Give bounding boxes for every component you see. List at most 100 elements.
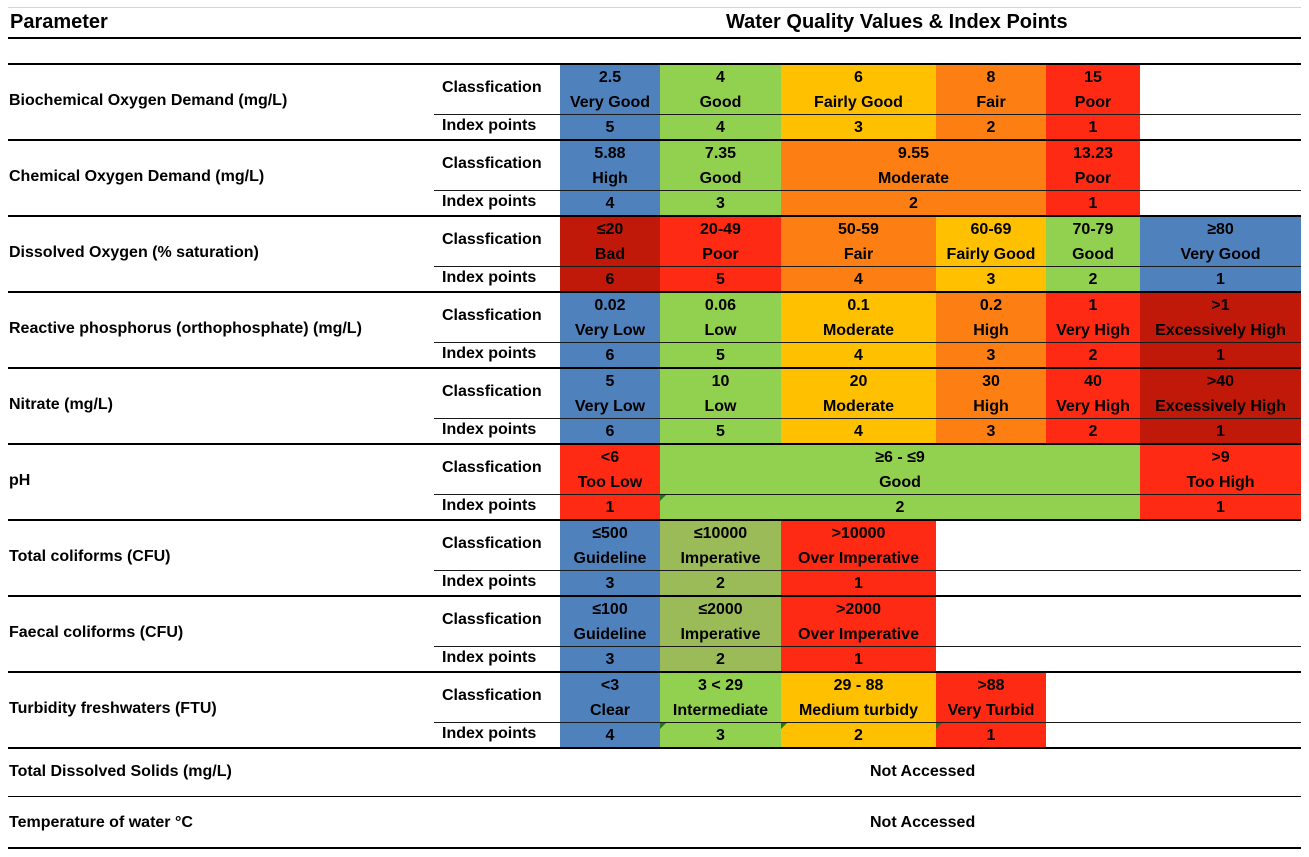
index-points-cell: 6: [560, 419, 660, 444]
index-points-cell: 2: [781, 723, 936, 748]
classification-cell: 1 Very High: [1046, 293, 1140, 342]
index-points-cell: 5: [660, 419, 781, 444]
threshold-value: <3: [600, 677, 620, 694]
class-label: Excessively High: [1155, 322, 1286, 339]
threshold-value: >40: [1206, 373, 1235, 390]
class-label: Imperative: [680, 626, 761, 643]
class-label: Very High: [1056, 322, 1130, 339]
parameter-name: Biochemical Oxygen Demand (mg/L): [9, 92, 288, 109]
class-label: Very Good: [569, 94, 651, 111]
classification-cell: 3 < 29 Intermediate: [660, 673, 781, 722]
classification-cell: ≤20 Bad: [560, 217, 660, 266]
threshold-value: ≤20: [596, 221, 624, 238]
row-divider: [434, 494, 1301, 495]
classification-cell: ≤2000 Imperative: [660, 597, 781, 646]
index-points-label: Index points: [442, 193, 537, 210]
status-not-accessed: Not Accessed: [870, 763, 976, 780]
threshold-value: 20: [849, 373, 868, 390]
threshold-value: 2.5: [598, 69, 622, 86]
class-label: High: [973, 398, 1009, 415]
classification-cell: 13.23 Poor: [1046, 141, 1140, 190]
index-points-cell: 5: [560, 115, 660, 140]
index-points-label: Index points: [442, 497, 537, 514]
index-points-cell: 1: [1046, 191, 1140, 216]
table-top-border: [8, 63, 1301, 65]
class-label: Fair: [843, 246, 874, 263]
classification-label: Classfication: [442, 611, 542, 628]
classification-cell: ≤500 Guideline: [560, 521, 660, 570]
classification-cell: 0.2 High: [936, 293, 1046, 342]
threshold-value: ≤2000: [698, 601, 743, 618]
threshold-value: 8: [986, 69, 996, 86]
parameter-name: Total Dissolved Solids (mg/L): [9, 763, 232, 780]
parameter-separator: [8, 443, 1301, 445]
classification-cell: 4 Good: [660, 65, 781, 114]
index-points-cell: 3: [936, 343, 1046, 368]
threshold-value: 15: [1084, 69, 1102, 86]
index-points-cell: 4: [781, 419, 936, 444]
parameter-name: Turbidity freshwaters (FTU): [9, 700, 217, 717]
classification-cell: <6 Too Low: [560, 445, 660, 494]
threshold-value: 20-49: [700, 221, 741, 238]
index-points-cell: 3: [560, 571, 660, 596]
index-points-label: Index points: [442, 573, 537, 590]
class-label: Too Low: [577, 474, 643, 491]
threshold-value: 0.02: [594, 297, 626, 314]
classification-label: Classfication: [442, 307, 542, 324]
classification-cell: 8 Fair: [936, 65, 1046, 114]
classification-cell: 50-59 Fair: [781, 217, 936, 266]
class-label: Good: [699, 170, 742, 187]
parameter-separator: [8, 367, 1301, 369]
index-points-label: Index points: [442, 345, 537, 362]
parameter-separator: [8, 595, 1301, 597]
threshold-value: 13.23: [1072, 145, 1114, 162]
index-points-cell: 1: [1140, 495, 1301, 520]
index-points-label: Index points: [442, 649, 537, 666]
classification-cell: <3 Clear: [560, 673, 660, 722]
class-label: Medium turbidy: [798, 702, 919, 719]
index-points-cell: 4: [560, 191, 660, 216]
threshold-value: >9: [1211, 449, 1230, 466]
index-points-cell: 2: [1046, 419, 1140, 444]
index-points-cell: 4: [781, 343, 936, 368]
index-points-cell: 1: [1140, 343, 1301, 368]
row-divider: [434, 114, 1301, 115]
index-points-cell: 1: [560, 495, 660, 520]
top-border: [8, 7, 1301, 8]
class-label: Moderate: [822, 398, 895, 415]
parameter-name: Total coliforms (CFU): [9, 548, 171, 565]
index-points-cell: 1: [1046, 115, 1140, 140]
index-points-cell: 2: [936, 115, 1046, 140]
row-divider: [434, 266, 1301, 267]
classification-cell: ≥80 Very Good: [1140, 217, 1301, 266]
threshold-value: 10: [711, 373, 730, 390]
index-points-cell: 1: [1140, 419, 1301, 444]
threshold-value: 6: [854, 69, 863, 86]
class-label: Low: [704, 322, 737, 339]
classification-cell: >1 Excessively High: [1140, 293, 1301, 342]
row-divider: [434, 342, 1301, 343]
table-bottom-border: [8, 847, 1301, 849]
classification-cell: ≤10000 Imperative: [660, 521, 781, 570]
row-divider: [434, 646, 1301, 647]
class-label: Poor: [1074, 94, 1112, 111]
parameter-name: Dissolved Oxygen (% saturation): [9, 244, 259, 261]
row-divider: [434, 722, 1301, 723]
threshold-value: >10000: [831, 525, 886, 542]
class-label: Very Low: [574, 322, 646, 339]
threshold-value: 5: [605, 373, 615, 390]
index-points-cell: 2: [1046, 267, 1140, 292]
classification-cell: 5.88 High: [560, 141, 660, 190]
cell-comment-marker: [936, 723, 942, 729]
class-label: Very High: [1056, 398, 1130, 415]
threshold-value: 60-69: [970, 221, 1012, 238]
index-points-cell: 1: [781, 571, 936, 596]
class-label: Over Imperative: [798, 550, 919, 567]
index-points-cell: 2: [660, 647, 781, 672]
class-label: Over Imperative: [798, 626, 919, 643]
classification-label: Classfication: [442, 459, 542, 476]
classification-label: Classfication: [442, 535, 542, 552]
classification-cell: 70-79 Good: [1046, 217, 1140, 266]
classification-cell: 60-69 Fairly Good: [936, 217, 1046, 266]
